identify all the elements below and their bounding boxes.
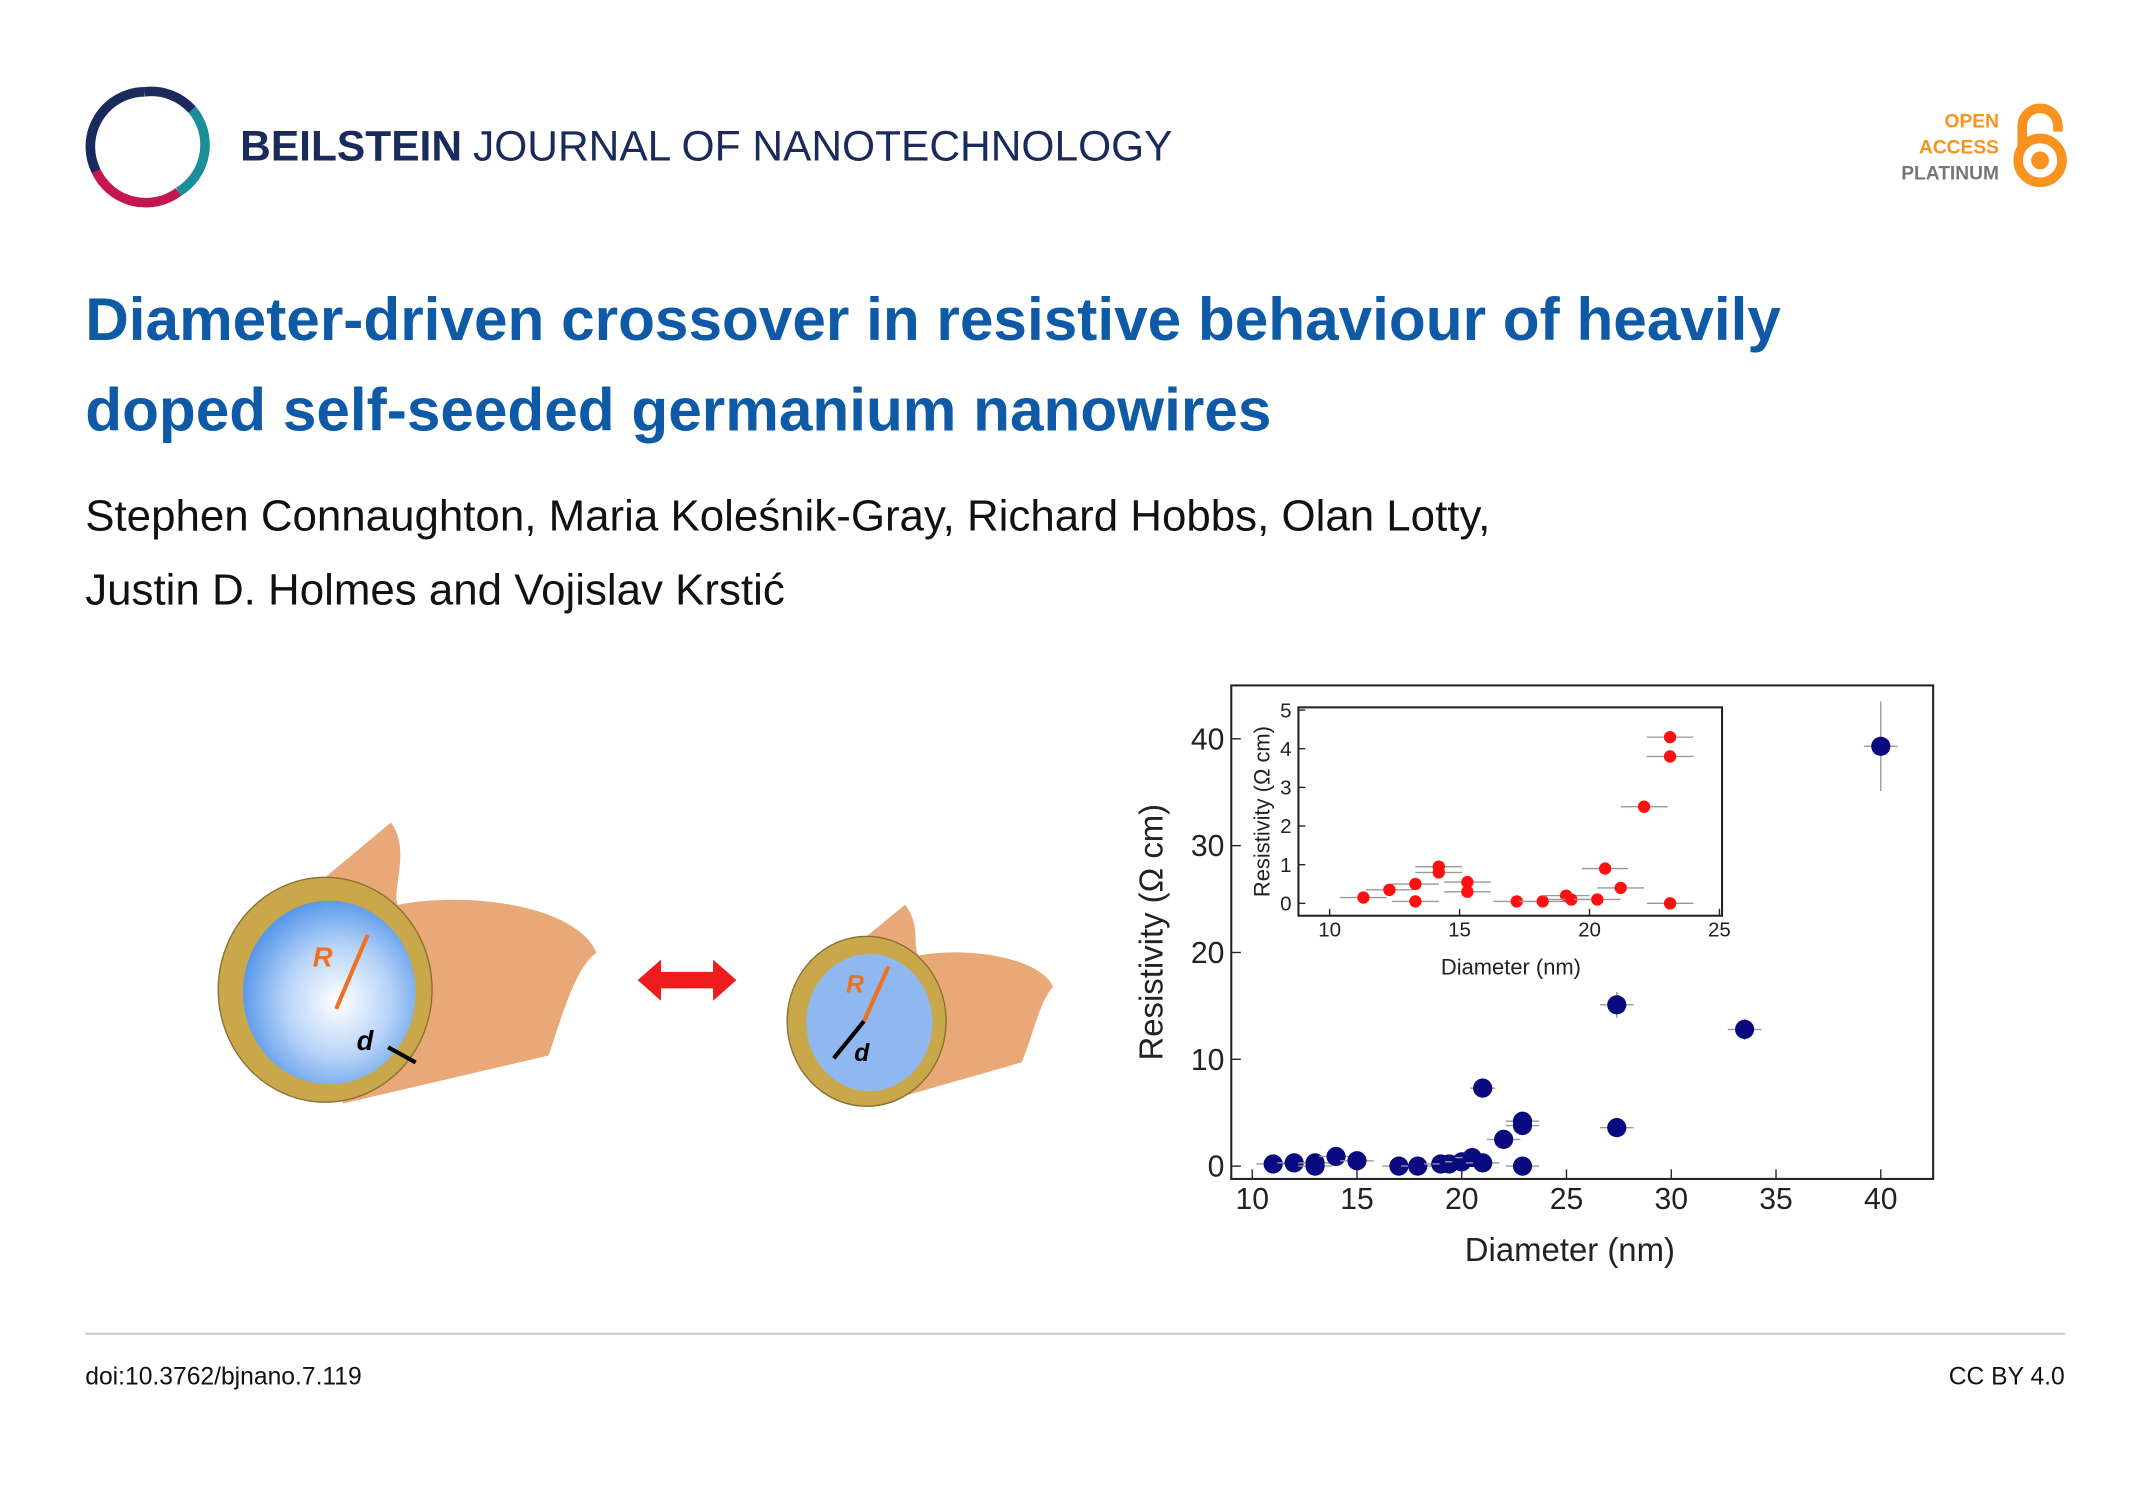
data-point bbox=[1389, 1156, 1409, 1176]
badge-text: ACCESS bbox=[1919, 138, 1999, 159]
data-point bbox=[1263, 1154, 1283, 1174]
data-point bbox=[1565, 893, 1578, 906]
badge-text: PLATINUM bbox=[1901, 164, 1999, 185]
journal-bold: BEILSTEIN bbox=[240, 123, 462, 170]
figure-label: d bbox=[357, 1025, 375, 1056]
title-line: Diameter-driven crossover in resistive b… bbox=[85, 285, 1781, 353]
lock-icon bbox=[2013, 103, 2067, 188]
data-point bbox=[1607, 995, 1627, 1015]
data-point bbox=[1536, 895, 1549, 908]
data-point bbox=[1871, 736, 1891, 756]
data-point bbox=[1614, 881, 1627, 895]
data-point bbox=[1473, 1078, 1493, 1098]
data-point bbox=[1284, 1153, 1304, 1173]
x-tick-label: 35 bbox=[1759, 1183, 1793, 1216]
y-tick-label: 0 bbox=[1280, 893, 1291, 916]
data-point bbox=[1305, 1156, 1325, 1176]
data-point bbox=[1461, 885, 1474, 898]
data-point bbox=[1663, 730, 1677, 744]
data-point bbox=[1409, 877, 1422, 891]
y-tick-label: 2 bbox=[1280, 815, 1291, 838]
x-tick-label: 25 bbox=[1550, 1183, 1584, 1216]
data-point bbox=[1734, 1019, 1755, 1039]
x-tick-label: 20 bbox=[1445, 1183, 1479, 1216]
authors-line: Justin D. Holmes and Vojislav Krstić bbox=[85, 566, 785, 615]
data-point bbox=[1512, 1156, 1533, 1176]
data-point bbox=[1663, 750, 1677, 763]
x-tick-label: 25 bbox=[1708, 918, 1731, 941]
data-point bbox=[1357, 891, 1370, 904]
figure-label: R bbox=[313, 941, 333, 972]
data-point bbox=[1347, 1151, 1367, 1171]
license: CC BY 4.0 bbox=[1949, 1364, 2065, 1391]
x-axis-label: Diameter (nm) bbox=[1441, 955, 1581, 980]
x-tick-label: 15 bbox=[1340, 1183, 1374, 1216]
journal-rest: JOURNAL OF NANOTECHNOLOGY bbox=[473, 123, 1173, 170]
badge-text: OPEN bbox=[1945, 111, 1999, 132]
journal-name: BEILSTEIN JOURNAL OF NANOTECHNOLOGY bbox=[240, 123, 1172, 170]
x-tick-label: 30 bbox=[1654, 1183, 1688, 1216]
x-tick-label: 10 bbox=[1235, 1183, 1269, 1216]
data-point bbox=[1598, 862, 1612, 875]
data-point bbox=[1663, 897, 1677, 910]
x-tick-label: 40 bbox=[1864, 1183, 1898, 1216]
data-point bbox=[1637, 800, 1651, 813]
data-point bbox=[1432, 866, 1445, 879]
y-tick-label: 20 bbox=[1191, 937, 1225, 970]
y-tick-label: 4 bbox=[1280, 738, 1291, 761]
data-point bbox=[1494, 1129, 1514, 1150]
x-tick-label: 20 bbox=[1578, 918, 1601, 941]
y-tick-label: 5 bbox=[1280, 699, 1291, 722]
x-axis-label: Diameter (nm) bbox=[1465, 1231, 1675, 1268]
y-tick-label: 3 bbox=[1280, 777, 1291, 800]
double-arrow bbox=[637, 959, 737, 1001]
y-tick-label: 30 bbox=[1191, 830, 1225, 863]
data-point bbox=[1461, 875, 1474, 889]
data-point bbox=[1473, 1153, 1493, 1173]
title-line: doped self-seeded germanium nanowires bbox=[85, 375, 1271, 443]
nanowire-small: R d bbox=[786, 904, 1054, 1107]
data-point bbox=[1326, 1146, 1346, 1167]
figure-label: R bbox=[846, 971, 864, 998]
y-tick-label: 1 bbox=[1280, 854, 1291, 877]
y-axis-label: Resistivity (Ω cm) bbox=[1133, 804, 1170, 1061]
doi: doi:10.3762/bjnano.7.119 bbox=[85, 1364, 362, 1391]
logo bbox=[85, 86, 210, 208]
data-point bbox=[1512, 1111, 1533, 1131]
x-tick-label: 15 bbox=[1448, 918, 1471, 941]
x-tick-label: 10 bbox=[1318, 918, 1341, 941]
authors-line: Stephen Connaughton, Maria Koleśnik-Gray… bbox=[85, 492, 1490, 541]
y-tick-label: 0 bbox=[1208, 1151, 1225, 1184]
data-point bbox=[1510, 895, 1523, 908]
nanowire-large: R d bbox=[217, 822, 597, 1104]
data-point bbox=[1408, 1156, 1428, 1176]
y-tick-label: 40 bbox=[1191, 723, 1225, 756]
data-point bbox=[1383, 883, 1396, 896]
figure-label: d bbox=[854, 1040, 870, 1067]
y-axis-label: Resistivity (Ω cm) bbox=[1250, 726, 1275, 897]
data-point bbox=[1409, 895, 1422, 908]
plot-frame bbox=[1297, 706, 1724, 917]
data-point bbox=[1591, 893, 1604, 906]
y-tick-label: 10 bbox=[1191, 1044, 1225, 1077]
data-point bbox=[1607, 1118, 1627, 1138]
